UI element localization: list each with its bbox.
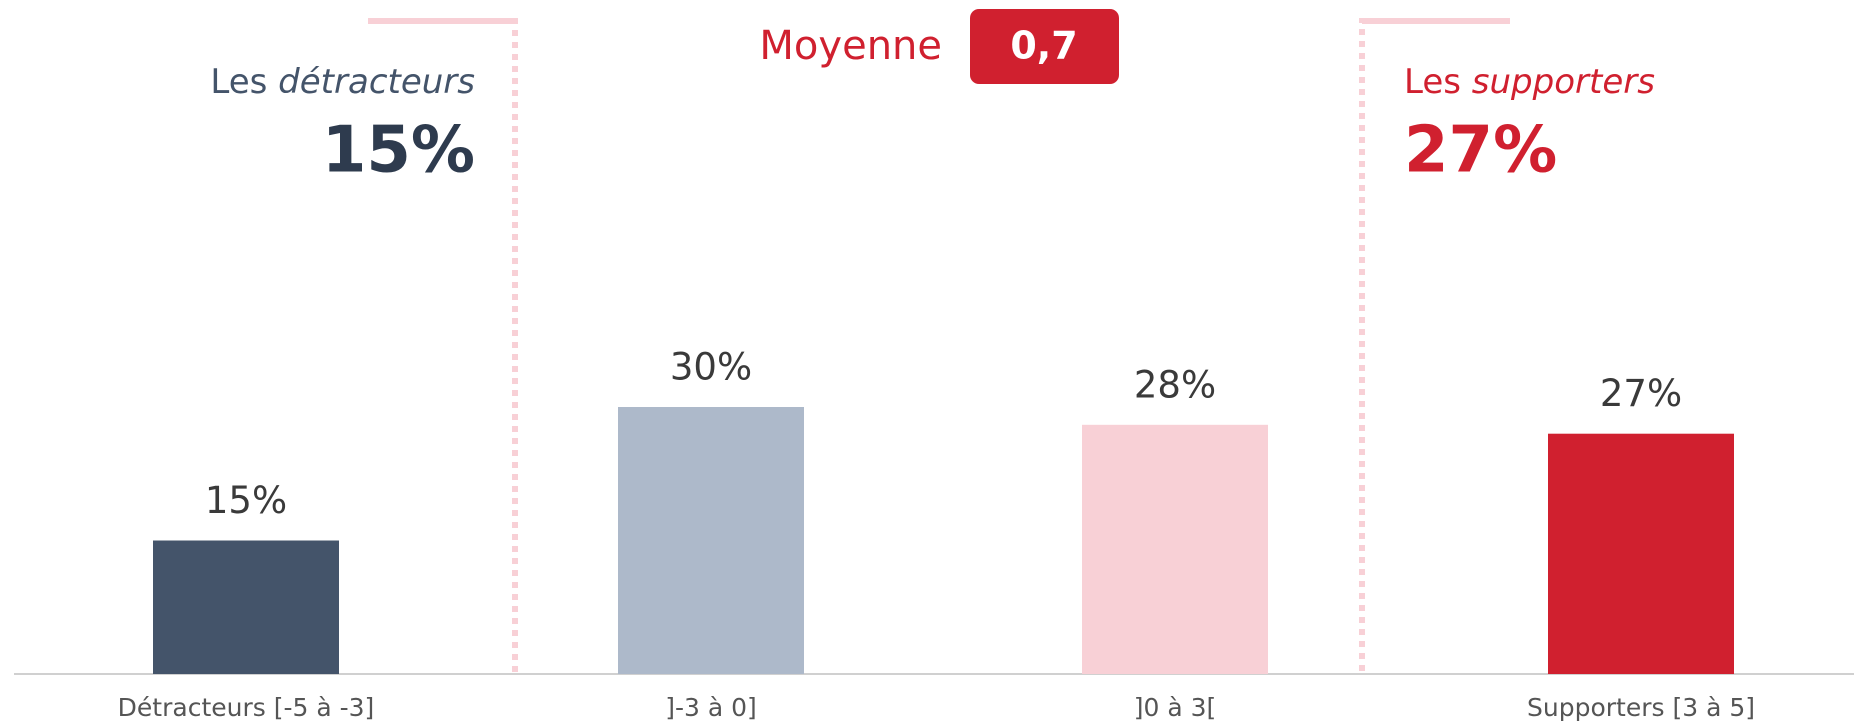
value-label: 27%	[1600, 372, 1682, 415]
bar	[153, 540, 339, 674]
bar	[1082, 424, 1268, 674]
bar	[1548, 433, 1734, 674]
x-tick-label: ]-3 à 0]	[665, 693, 757, 722]
supporter-prefix: Les	[1404, 62, 1461, 102]
x-tick-label: Supporters [3 à 5]	[1527, 693, 1755, 722]
supporter-value: 27%	[1404, 114, 1557, 188]
detractor-label: Les détracteurs	[210, 62, 475, 102]
average-value: 0,7	[1010, 24, 1077, 68]
x-tick-label: ]0 à 3[	[1134, 693, 1217, 722]
detractor-value: 15%	[322, 114, 475, 188]
supporter-label: Les supporters	[1404, 62, 1655, 102]
supporter-emphasis: supporters	[1472, 62, 1655, 102]
average-label: Moyenne	[759, 23, 942, 69]
bar	[618, 407, 804, 674]
detractor-emphasis: détracteurs	[278, 62, 475, 102]
average-box	[970, 9, 1119, 84]
x-tick-label: Détracteurs [-5 à -3]	[118, 693, 375, 722]
value-label: 28%	[1134, 363, 1216, 406]
detractor-prefix: Les	[210, 62, 267, 102]
value-label: 15%	[205, 479, 287, 522]
value-label: 30%	[670, 346, 752, 389]
